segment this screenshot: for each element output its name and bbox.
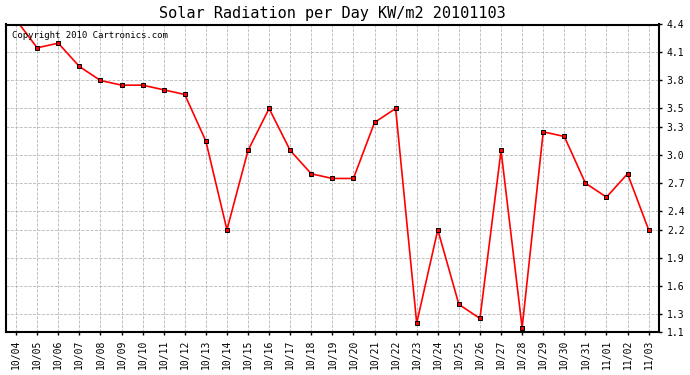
Text: Copyright 2010 Cartronics.com: Copyright 2010 Cartronics.com	[12, 31, 168, 40]
Title: Solar Radiation per Day KW/m2 20101103: Solar Radiation per Day KW/m2 20101103	[159, 6, 506, 21]
